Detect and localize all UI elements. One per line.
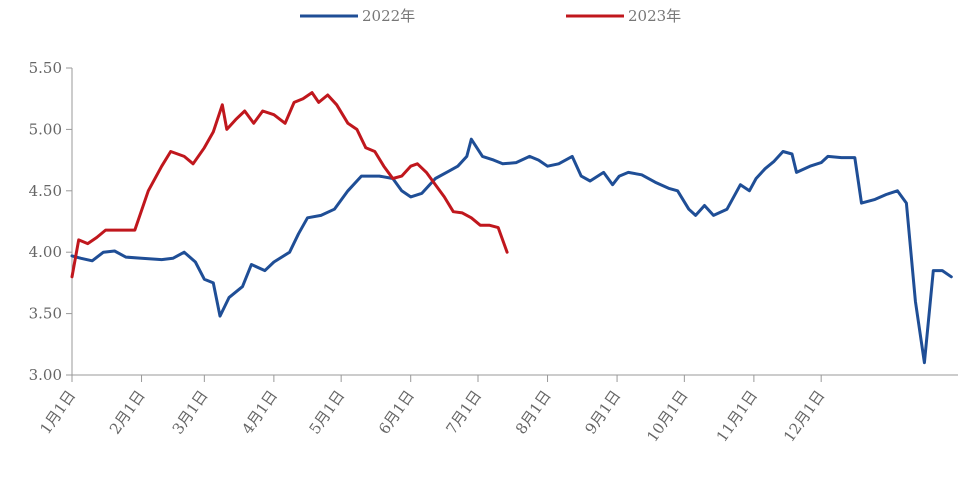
x-tick-label: 9月1日: [581, 387, 624, 438]
y-tick-label: 5.00: [29, 120, 62, 138]
x-tick-label: 10月1日: [643, 387, 691, 445]
x-tick-label: 4月1日: [238, 387, 281, 438]
legend-label-0: 2022年: [362, 7, 415, 25]
x-tick-label: 11月1日: [713, 387, 761, 445]
y-tick-label: 5.50: [29, 59, 62, 77]
x-tick-label: 12月1日: [780, 387, 828, 445]
x-tick-label: 2月1日: [106, 387, 149, 438]
y-tick-label: 3.00: [29, 366, 62, 384]
y-tick-label: 4.50: [29, 182, 62, 200]
legend: 2022年 2023年: [300, 7, 681, 25]
x-tick-label: 8月1日: [512, 387, 555, 438]
series-layer: [72, 93, 951, 363]
x-tick-label: 1月1日: [36, 387, 79, 438]
x-tick-label: 6月1日: [375, 387, 418, 438]
y-tick-label: 3.50: [29, 305, 62, 323]
legend-label-1: 2023年: [628, 7, 681, 25]
x-axis: 1月1日 2月1日 3月1日 4月1日 5月1日 6月1日 7月1日 8月1日 9月1日 10月1…: [36, 375, 958, 445]
x-tick-label: 3月1日: [169, 387, 212, 438]
y-axis: 3.00 3.50 4.00 4.50 5.00 5.50: [29, 59, 72, 384]
x-tick-label: 5月1日: [306, 387, 349, 438]
series-line-0: [72, 139, 951, 363]
x-tick-label: 7月1日: [442, 387, 485, 438]
y-tick-label: 4.00: [29, 243, 62, 261]
